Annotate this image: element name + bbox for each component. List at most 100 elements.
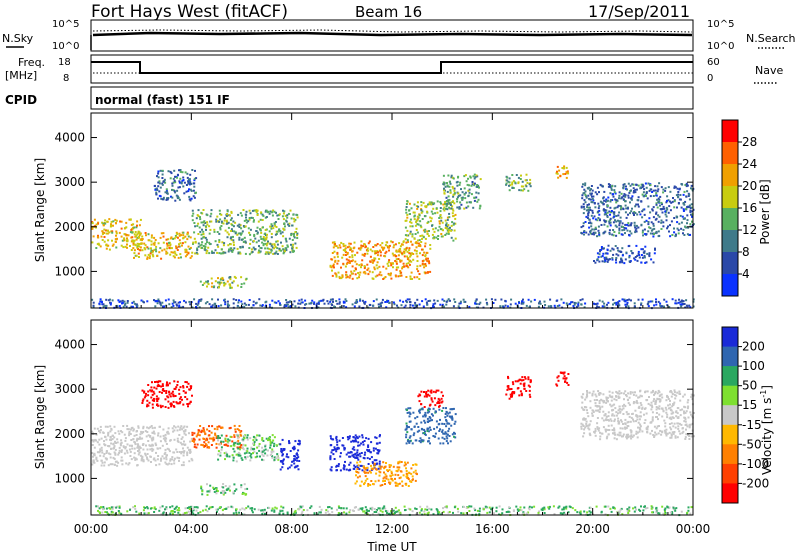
power-echo-cell <box>456 184 459 187</box>
power-echo-cell <box>165 198 168 201</box>
power-echo-cell <box>396 304 398 307</box>
velocity-echo-cell <box>186 446 189 449</box>
power-echo-cell <box>449 189 452 192</box>
velocity-echo-cell <box>364 451 367 454</box>
power-echo-cell <box>649 211 652 214</box>
power-echo-cell <box>405 276 408 278</box>
power-echo-cell <box>661 208 664 210</box>
power-echo-cell <box>395 266 398 269</box>
power-echo-cell <box>667 225 669 228</box>
velocity-echo-cell <box>176 451 179 453</box>
power-echo-cell <box>408 252 411 255</box>
power-echo-cell <box>173 179 176 182</box>
power-echo-cell <box>138 234 141 237</box>
power-echo-cell <box>299 302 302 305</box>
power-echo-cell <box>193 179 196 182</box>
power-echo-cell <box>409 230 412 233</box>
velocity-echo-region <box>200 483 249 496</box>
power-echo-cell <box>468 188 471 191</box>
power-echo-cell <box>187 180 190 183</box>
power-echo-cell <box>608 229 611 232</box>
velocity-echo-cell <box>407 471 410 474</box>
power-echo-cell <box>406 298 409 301</box>
velocity-echo-cell <box>429 419 432 422</box>
velocity-echo-cell <box>527 384 530 387</box>
beam-title: Beam 16 <box>355 3 422 21</box>
power-echo-cell <box>173 250 176 253</box>
power-echo-cell <box>658 198 661 201</box>
power-echo-cell <box>409 220 412 223</box>
power-echo-cell <box>609 213 611 216</box>
power-echo-cell <box>219 212 222 215</box>
power-echo-cell <box>442 208 445 211</box>
power-echo-cell <box>612 303 614 306</box>
power-echo-cell <box>635 230 638 233</box>
velocity-echo-cell <box>383 471 385 474</box>
power-echo-cell <box>459 194 462 197</box>
velocity-echo-cell <box>512 383 515 386</box>
velocity-echo-cell <box>273 456 276 459</box>
velocity-echo-cell <box>266 454 269 457</box>
power-echo-cell <box>237 301 240 304</box>
velocity-echo-cell <box>105 438 108 441</box>
velocity-echo-cell <box>137 438 140 440</box>
power-echo-cell <box>186 233 189 236</box>
power-echo-cell <box>111 231 114 234</box>
power-echo-cell <box>486 303 489 306</box>
velocity-echo-cell <box>388 466 391 469</box>
power-echo-cell <box>590 195 593 198</box>
power-echo-cell <box>628 254 631 257</box>
power-echo-cell <box>685 299 688 302</box>
power-echo-cell <box>637 196 640 199</box>
power-echo-cell <box>175 245 177 248</box>
power-echo-cell <box>479 178 482 181</box>
power-echo-cell <box>173 169 176 172</box>
power-echo-cell <box>401 252 403 255</box>
power-echo-cell <box>665 201 668 204</box>
power-echo-cell <box>279 232 282 235</box>
power-echo-cell <box>382 278 385 280</box>
power-echo-cell <box>445 222 448 225</box>
velocity-echo-cell <box>205 437 208 440</box>
velocity-echo-cell <box>146 431 149 433</box>
velocity-echo-cell <box>271 434 274 437</box>
velocity-echo-cell <box>670 428 673 431</box>
power-echo-cell <box>431 224 433 227</box>
velocity-echo-cell <box>259 455 261 458</box>
power-echo-cell <box>166 192 169 195</box>
power-echo-cell <box>666 227 669 230</box>
power-echo-cell <box>138 243 140 245</box>
velocity-echo-cell <box>200 487 203 490</box>
velocity-echo-cell <box>223 452 226 455</box>
velocity-echo-cell <box>390 477 393 480</box>
power-echo-cell <box>448 216 451 219</box>
power-echo-cell <box>276 247 279 250</box>
velocity-echo-cell <box>261 438 264 441</box>
power-echo-cell <box>399 251 402 254</box>
power-echo-cell <box>252 246 255 249</box>
velocity-echo-cell <box>143 396 146 399</box>
power-echo-cell <box>153 241 156 244</box>
power-echo-cell <box>539 302 542 305</box>
power-echo-cell <box>105 304 108 307</box>
velocity-echo-cell <box>136 446 139 449</box>
power-echo-cell <box>105 247 108 250</box>
velocity-echo-cell <box>124 446 127 449</box>
velocity-echo-cell <box>298 442 301 445</box>
velocity-echo-cell <box>254 456 257 459</box>
power-echo-region <box>329 240 432 280</box>
velocity-echo-cell <box>406 409 408 411</box>
velocity-echo-cell <box>410 428 413 431</box>
power-echo-cell <box>275 250 278 253</box>
power-colorbar-swatch <box>722 208 738 231</box>
power-echo-cell <box>657 188 660 191</box>
velocity-echo-cell <box>427 389 430 392</box>
power-echo-cell <box>240 233 242 236</box>
power-echo-cell <box>430 210 433 213</box>
velocity-echo-cell <box>114 460 117 463</box>
velocity-echo-cell <box>280 450 283 453</box>
cpid-panel: CPID normal (fast) 151 IF <box>5 86 694 110</box>
power-echo-cell <box>618 250 621 253</box>
power-echo-cell <box>585 231 588 234</box>
velocity-echo-cell <box>448 415 451 418</box>
